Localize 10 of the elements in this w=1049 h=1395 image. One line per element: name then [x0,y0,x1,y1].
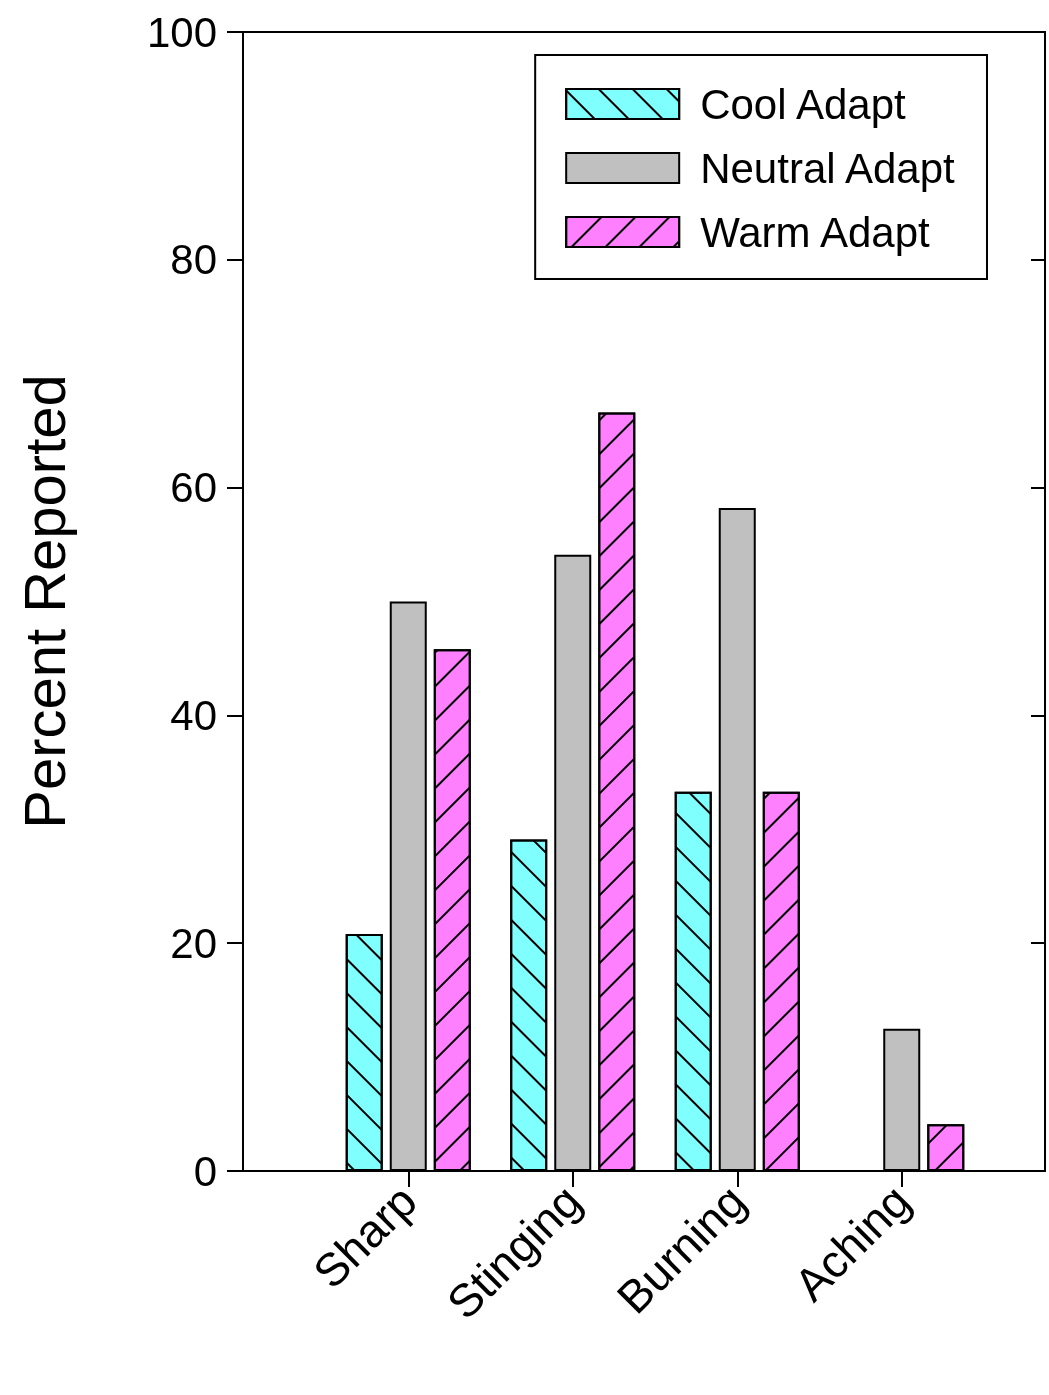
y-tick-label: 40 [170,691,217,739]
legend-label: Cool Adapt [700,80,906,128]
y-tick-label: 100 [146,8,217,56]
y-tick-label: 20 [170,919,217,967]
y-tick-label: 80 [170,236,217,284]
legend-label: Warm Adapt [700,208,931,256]
y-axis-title: Percent Reported [11,374,77,829]
legend-label: Neutral Adapt [700,144,956,192]
y-tick-label: 60 [170,464,217,512]
y-tick-label: 0 [193,1147,217,1195]
